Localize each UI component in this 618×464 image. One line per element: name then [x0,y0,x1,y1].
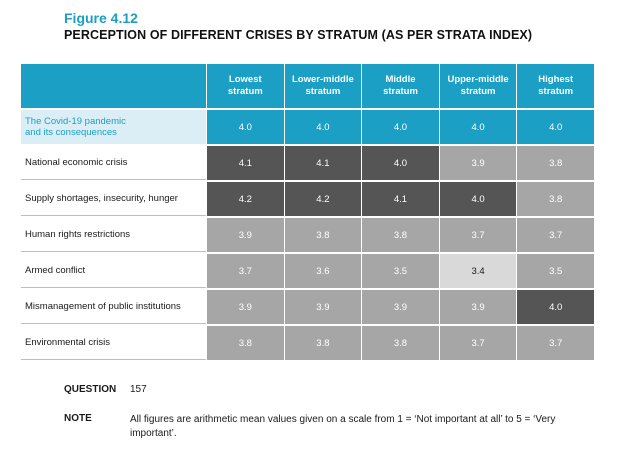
row-label: Mismanagement of public institutions [21,290,206,324]
heat-cell: 4.0 [517,110,594,144]
table-row: Environmental crisis 3.8 3.8 3.8 3.7 3.7 [21,326,594,360]
heat-cell: 4.0 [362,110,439,144]
heat-cell: 3.7 [439,218,517,252]
table-row: Armed conflict 3.7 3.6 3.5 3.4 3.5 [21,254,594,288]
table-row: Supply shortages, insecurity, hunger 4.2 4… [21,182,594,216]
figure-title: PERCEPTION OF DIFFERENT CRISES BY STRATU… [64,28,533,42]
heat-cell: 4.0 [517,290,594,324]
column-header: Lower-middle stratum [284,64,362,108]
row-label: Human rights restrictions [21,218,206,252]
heat-cell: 4.1 [207,146,284,180]
heat-cell: 3.8 [362,326,439,360]
heatmap-table: Lowest stratum Lower-middle stratum Middle… [20,62,595,362]
table-row: Mismanagement of public institutions 3.9 3… [21,290,594,324]
column-header: Lowest stratum [207,64,284,108]
heat-cell: 3.8 [362,218,439,252]
heat-cell: 4.1 [284,146,362,180]
heat-cell: 3.7 [439,326,517,360]
heat-cell: 3.9 [284,290,362,324]
heat-cell: 4.1 [362,182,439,216]
heat-cell: 3.8 [284,326,362,360]
heat-cell: 3.9 [362,290,439,324]
heat-cell: 3.9 [439,146,517,180]
heat-cell: 3.8 [284,218,362,252]
column-header: Upper-middle stratum [439,64,517,108]
table-row: Human rights restrictions 3.9 3.8 3.8 3.7 3.7 [21,218,594,252]
table-row: National economic crisis 4.1 4.1 4.0 3.9 3.8 [21,146,594,180]
heat-cell: 4.0 [439,110,517,144]
column-header: Middle stratum [362,64,439,108]
heat-cell: 4.0 [284,110,362,144]
heat-cell: 4.0 [362,146,439,180]
row-label: Supply shortages, insecurity, hunger [21,182,206,216]
heat-cell: 3.5 [362,254,439,288]
heat-cell: 4.0 [207,110,284,144]
header-row: Lowest stratum Lower-middle stratum Middle… [21,64,594,108]
row-label: The Covid-19 pandemic and its consequence… [21,110,206,144]
heat-cell: 3.5 [517,254,594,288]
row-label: Environmental crisis [21,326,206,360]
table-row: The Covid-19 pandemic and its consequence… [21,110,594,144]
heat-cell: 3.4 [439,254,517,288]
heat-cell: 3.8 [207,326,284,360]
heat-cell: 4.2 [284,182,362,216]
heatmap-body: The Covid-19 pandemic and its consequence… [21,110,594,360]
row-label: Armed conflict [21,254,206,288]
column-header: Highest stratum [517,64,594,108]
heat-cell: 3.7 [517,218,594,252]
heat-cell: 3.8 [517,182,594,216]
heat-cell: 3.7 [207,254,284,288]
heat-cell: 4.0 [439,182,517,216]
figure-label: Figure 4.12 [64,10,138,26]
heat-cell: 3.9 [207,218,284,252]
question-label: QUESTION [64,384,117,395]
header-corner [21,64,206,108]
heat-cell: 3.8 [517,146,594,180]
row-label: National economic crisis [21,146,206,180]
heat-cell: 3.9 [207,290,284,324]
heat-cell: 3.7 [517,326,594,360]
question-value: 157 [130,384,147,395]
heat-cell: 3.6 [284,254,362,288]
note-value: All figures are arithmetic mean values g… [130,414,556,439]
heat-cell: 3.9 [439,290,517,324]
heat-cell: 4.2 [207,182,284,216]
note-label: NOTE [64,413,92,424]
